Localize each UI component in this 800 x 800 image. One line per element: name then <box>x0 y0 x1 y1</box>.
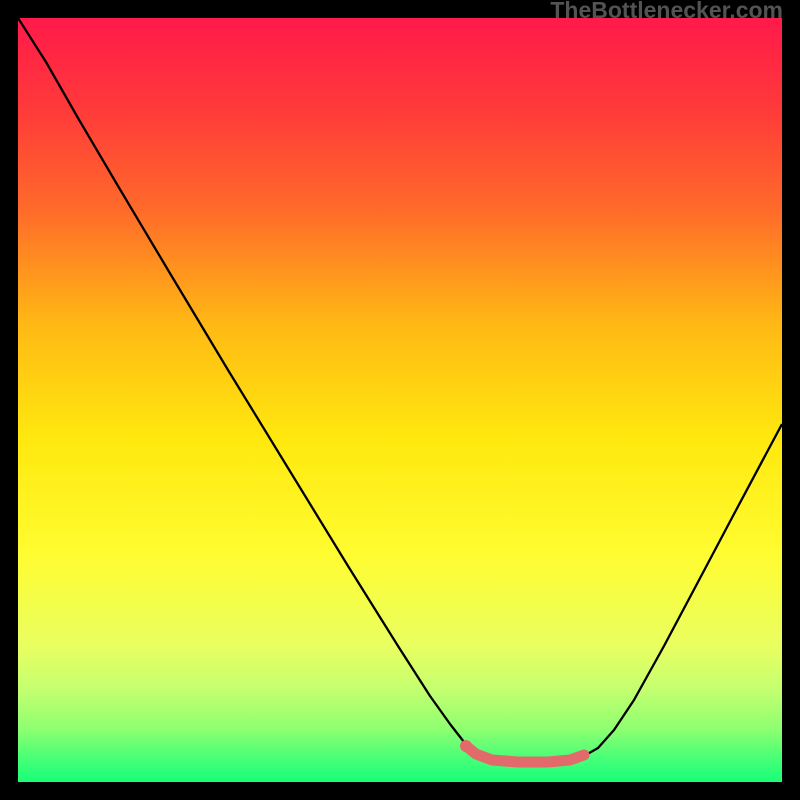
optimal-range-band <box>466 746 584 762</box>
plot-area <box>18 18 782 782</box>
watermark-text: TheBottlenecker.com <box>550 0 783 24</box>
curve-layer <box>18 18 782 782</box>
chart-container: TheBottlenecker.com <box>0 0 800 800</box>
bottleneck-curve <box>18 18 782 761</box>
optimal-range-start-dot <box>460 740 472 752</box>
